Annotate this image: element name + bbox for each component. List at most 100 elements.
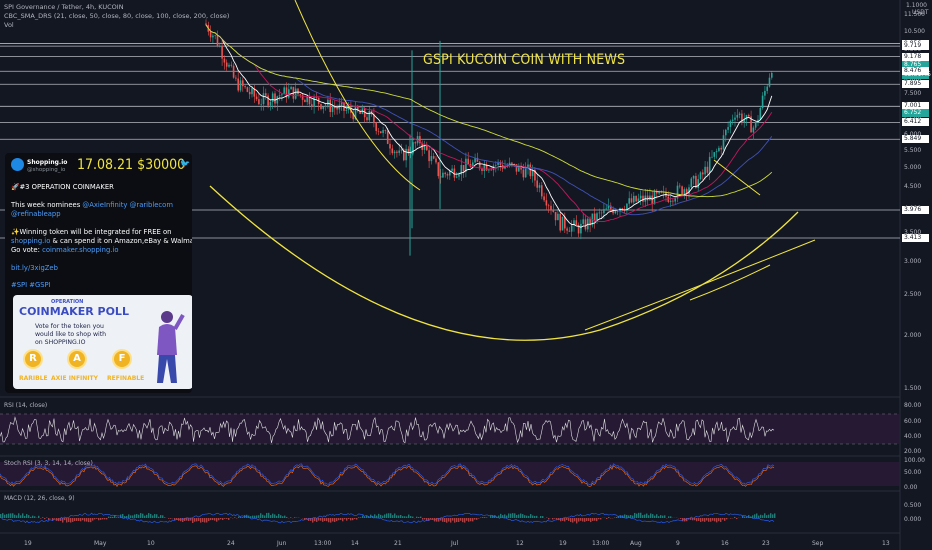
candle-body xyxy=(340,102,343,105)
macd-histogram-bar xyxy=(154,514,156,518)
candle-body xyxy=(391,148,394,154)
macd-histogram-bar xyxy=(734,516,736,518)
macd-histogram-bar xyxy=(2,513,4,518)
macd-histogram-bar xyxy=(724,518,726,521)
macd-histogram-bar xyxy=(208,518,210,522)
candle-body xyxy=(311,104,313,107)
tweet-line-3[interactable]: @refinableapp xyxy=(11,210,61,218)
refinable-coin-icon: F xyxy=(112,349,132,369)
candle-body xyxy=(458,174,460,177)
candle-body xyxy=(334,106,336,109)
candle-body xyxy=(538,185,541,188)
macd-histogram-bar xyxy=(668,516,670,518)
macd-histogram-bar xyxy=(362,515,364,518)
macd-histogram-bar xyxy=(390,513,392,518)
candle-body xyxy=(554,211,557,221)
candle-body xyxy=(497,161,499,165)
candle-body xyxy=(511,162,513,164)
candle-body xyxy=(575,220,578,225)
macd-histogram-bar xyxy=(658,516,660,518)
macd-histogram-bar xyxy=(700,518,702,522)
tweet-short-link[interactable]: bit.ly/3xigZeb xyxy=(11,264,58,272)
candle-body xyxy=(676,185,679,199)
price-tick: 3.000 xyxy=(904,257,922,265)
macd-histogram-bar xyxy=(446,518,448,523)
candle-body xyxy=(297,88,299,95)
candle-body xyxy=(633,195,635,203)
macd-histogram-bar xyxy=(344,518,346,520)
tweet-handle: @shopping_io xyxy=(27,167,66,173)
candle-body xyxy=(635,195,637,202)
price-level-badge: 5.849 xyxy=(902,135,929,144)
macd-histogram-bar xyxy=(518,514,520,518)
time-tick: 24 xyxy=(227,540,235,547)
macd-histogram-bar xyxy=(690,518,692,520)
macd-histogram-bar xyxy=(66,518,68,523)
macd-histogram-bar xyxy=(252,515,254,518)
macd-histogram-bar xyxy=(276,515,278,518)
candle-body xyxy=(281,94,283,96)
candle-body xyxy=(375,123,377,131)
macd-histogram-bar xyxy=(28,515,30,518)
macd-tick: 0.500 xyxy=(904,502,922,509)
candle-body xyxy=(534,169,536,181)
support-line xyxy=(584,239,816,331)
macd-histogram-bar xyxy=(224,518,226,519)
candle-body xyxy=(398,150,400,153)
candle-body xyxy=(771,72,773,78)
macd-histogram-bar xyxy=(572,518,574,523)
candle-body xyxy=(616,211,619,212)
macd-histogram-bar xyxy=(530,514,532,518)
macd-histogram-bar xyxy=(328,518,330,523)
candle-body xyxy=(488,169,490,171)
macd-histogram-bar xyxy=(358,517,360,518)
axie-coin-icon: A xyxy=(67,349,87,369)
macd-histogram-bar xyxy=(268,512,270,518)
macd-histogram-bar xyxy=(408,514,410,518)
macd-histogram-bar xyxy=(98,518,100,521)
time-tick: 12 xyxy=(516,540,524,547)
macd-histogram-bar xyxy=(438,518,440,522)
candle-body xyxy=(679,185,681,187)
candle-body xyxy=(607,205,610,209)
macd-histogram-bar xyxy=(26,514,28,518)
candle-body xyxy=(345,109,348,111)
macd-histogram-bar xyxy=(534,515,536,518)
macd-histogram-bar xyxy=(498,515,500,518)
macd-histogram-bar xyxy=(10,513,12,518)
stoch-d-line xyxy=(0,465,775,487)
macd-histogram-bar xyxy=(128,514,130,518)
time-tick: 16 xyxy=(721,540,729,547)
macd-histogram-bar xyxy=(286,516,288,518)
macd-histogram-bar xyxy=(552,518,554,520)
macd-histogram-bar xyxy=(336,518,338,522)
rarible-coin-icon: R xyxy=(23,349,43,369)
macd-histogram-bar xyxy=(420,516,422,518)
breakout-line xyxy=(713,159,761,196)
candle-body xyxy=(327,99,329,106)
candle-body xyxy=(276,96,279,104)
candle-body xyxy=(449,170,451,176)
candle-body xyxy=(260,104,262,105)
macd-histogram-bar xyxy=(152,515,154,518)
candle-body xyxy=(561,216,564,231)
candle-body xyxy=(205,23,207,25)
macd-histogram-bar xyxy=(82,518,84,521)
macd-histogram-bar xyxy=(520,513,522,518)
macd-histogram-bar xyxy=(680,518,682,519)
poll-kicker: OPERATION xyxy=(51,299,84,305)
price-tick: 6.000 xyxy=(904,130,922,138)
candle-body xyxy=(403,149,405,161)
candle-body xyxy=(757,119,759,122)
stoch-rsi-label: Stoch RSI (3, 3, 14, 14, close) xyxy=(4,460,93,467)
macd-histogram-bar xyxy=(394,513,396,518)
candle-body xyxy=(430,156,433,162)
candle-body xyxy=(754,121,757,128)
tweet-hashtags[interactable]: #SPI #GSPI xyxy=(11,281,51,289)
macd-histogram-bar xyxy=(706,518,708,521)
macd-histogram-bar xyxy=(754,514,756,518)
tweet-card[interactable]: Shopping.io @shopping_io 17.08.21 $30000… xyxy=(5,153,192,393)
candle-body xyxy=(481,168,483,172)
macd-histogram-bar xyxy=(526,515,528,518)
